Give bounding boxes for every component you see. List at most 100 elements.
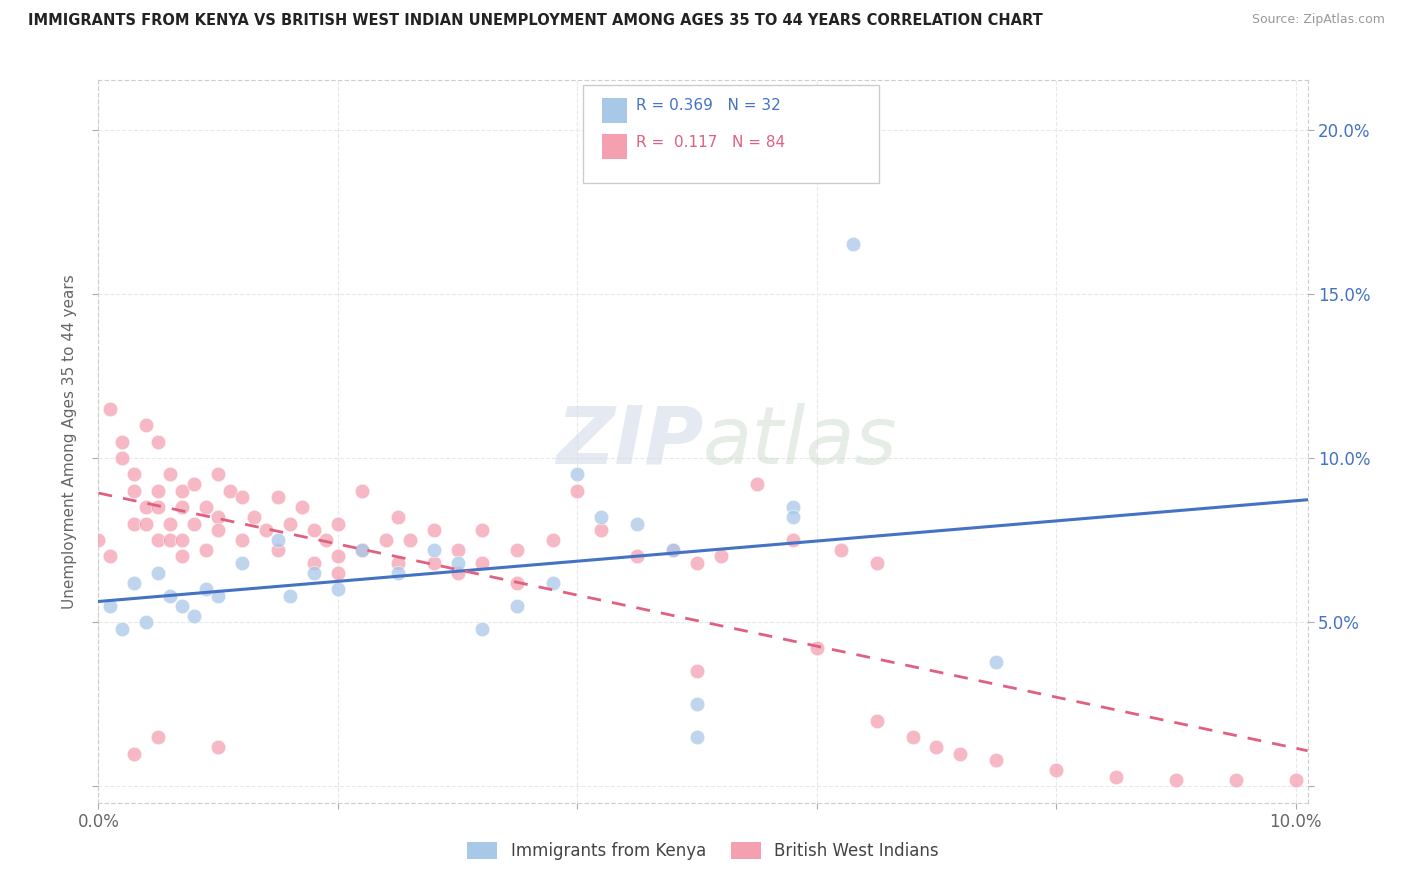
Point — [135, 615, 157, 630]
Point — [567, 483, 589, 498]
Point — [422, 542, 444, 557]
Point — [183, 477, 205, 491]
Point — [1225, 772, 1247, 787]
Point — [207, 739, 229, 754]
Point — [183, 516, 205, 531]
Point — [195, 582, 218, 597]
Point — [1045, 763, 1067, 777]
Point — [398, 533, 420, 547]
Point — [172, 500, 194, 515]
Point — [470, 523, 492, 537]
Point — [626, 516, 648, 531]
Point — [350, 542, 373, 557]
Point — [841, 237, 863, 252]
Point — [302, 556, 325, 570]
Point — [111, 622, 134, 636]
Point — [148, 730, 170, 744]
Point — [686, 556, 709, 570]
Point — [231, 491, 253, 505]
Point — [124, 575, 146, 590]
Point — [172, 483, 194, 498]
Point — [662, 542, 685, 557]
Point — [326, 516, 349, 531]
Point — [302, 523, 325, 537]
Point — [135, 500, 157, 515]
Point — [172, 599, 194, 613]
Point — [986, 655, 1008, 669]
Point — [782, 500, 804, 515]
Point — [243, 510, 266, 524]
Text: ZIP: ZIP — [555, 402, 703, 481]
Point — [302, 566, 325, 580]
Point — [1164, 772, 1187, 787]
Point — [172, 549, 194, 564]
Point — [111, 450, 134, 465]
Point — [446, 542, 468, 557]
Text: R =  0.117   N = 84: R = 0.117 N = 84 — [636, 136, 785, 150]
Point — [207, 467, 229, 482]
Point — [626, 549, 648, 564]
Point — [350, 542, 373, 557]
Point — [100, 599, 122, 613]
Point — [135, 516, 157, 531]
Point — [782, 510, 804, 524]
Point — [159, 467, 181, 482]
Point — [949, 747, 972, 761]
Point — [148, 533, 170, 547]
Point — [446, 556, 468, 570]
Point — [183, 608, 205, 623]
Point — [111, 434, 134, 449]
Point — [267, 491, 290, 505]
Point — [207, 510, 229, 524]
Point — [387, 556, 409, 570]
Point — [901, 730, 924, 744]
Point — [387, 566, 409, 580]
Point — [662, 542, 685, 557]
Point — [925, 739, 948, 754]
Point — [710, 549, 733, 564]
Point — [422, 556, 444, 570]
Point — [278, 589, 301, 603]
Point — [387, 510, 409, 524]
Point — [543, 533, 565, 547]
Text: Source: ZipAtlas.com: Source: ZipAtlas.com — [1251, 13, 1385, 27]
Point — [219, 483, 242, 498]
Point — [124, 483, 146, 498]
Point — [446, 566, 468, 580]
Point — [470, 622, 492, 636]
Point — [124, 467, 146, 482]
Point — [195, 542, 218, 557]
Point — [207, 589, 229, 603]
Point — [315, 533, 337, 547]
Point — [172, 533, 194, 547]
Legend: Immigrants from Kenya, British West Indians: Immigrants from Kenya, British West Indi… — [461, 835, 945, 867]
Point — [231, 556, 253, 570]
Point — [782, 533, 804, 547]
Point — [100, 401, 122, 416]
Point — [159, 516, 181, 531]
Point — [830, 542, 852, 557]
Point — [148, 566, 170, 580]
Point — [231, 533, 253, 547]
Point — [567, 467, 589, 482]
Point — [745, 477, 768, 491]
Y-axis label: Unemployment Among Ages 35 to 44 years: Unemployment Among Ages 35 to 44 years — [62, 274, 77, 609]
Point — [207, 523, 229, 537]
Point — [278, 516, 301, 531]
Point — [267, 542, 290, 557]
Point — [686, 698, 709, 712]
Point — [124, 747, 146, 761]
Point — [135, 418, 157, 433]
Point — [543, 575, 565, 590]
Point — [291, 500, 314, 515]
Point — [591, 510, 613, 524]
Point — [686, 730, 709, 744]
Point — [374, 533, 396, 547]
Text: atlas: atlas — [703, 402, 898, 481]
Point — [1105, 770, 1128, 784]
Point — [254, 523, 277, 537]
Point — [148, 483, 170, 498]
Point — [986, 753, 1008, 767]
Point — [865, 556, 887, 570]
Point — [806, 641, 828, 656]
